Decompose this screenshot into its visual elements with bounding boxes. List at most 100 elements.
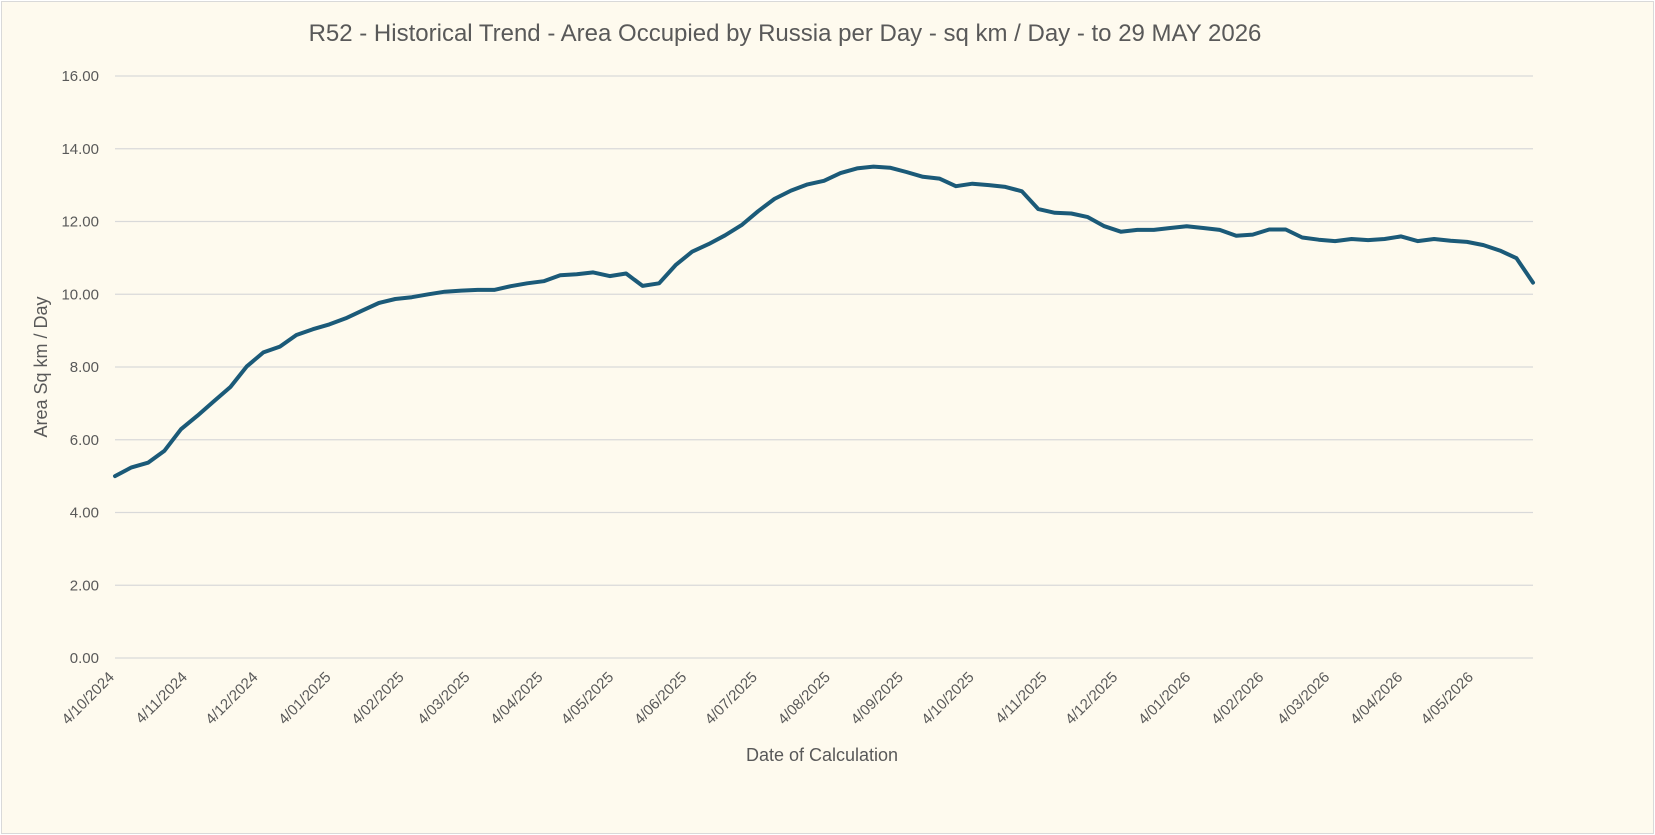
- data-point: [641, 284, 645, 288]
- y-tick-label: 8.00: [70, 359, 99, 376]
- data-point: [459, 289, 463, 293]
- data-point: [525, 281, 529, 285]
- data-point: [575, 272, 579, 276]
- data-point: [1003, 185, 1007, 189]
- data-point: [344, 316, 348, 320]
- series-layer: [113, 164, 1535, 479]
- data-point: [146, 461, 150, 465]
- x-tick-label: 4/02/2026: [1208, 669, 1267, 728]
- data-point: [855, 166, 859, 170]
- data-point: [657, 281, 661, 285]
- data-point: [1152, 228, 1156, 232]
- data-point: [806, 182, 810, 186]
- x-tick-label: 4/08/2025: [775, 669, 834, 728]
- data-point: [1168, 226, 1172, 230]
- x-axis-ticks: 4/10/2024 4/11/2024 4/12/2024 4/01/2025 4/02…: [59, 669, 1477, 728]
- x-tick-label: 4/04/2025: [487, 669, 546, 728]
- data-point: [1482, 243, 1486, 247]
- data-point: [624, 272, 628, 276]
- data-point: [707, 242, 711, 246]
- data-point: [1432, 237, 1436, 241]
- data-point: [1102, 224, 1106, 228]
- data-point: [1350, 237, 1354, 241]
- data-point: [294, 333, 298, 337]
- data-point: [904, 170, 908, 174]
- data-point: [1284, 228, 1288, 232]
- x-tick-label: 4/05/2026: [1418, 669, 1477, 728]
- data-point: [1020, 189, 1024, 193]
- data-point: [954, 184, 958, 188]
- data-point: [987, 183, 991, 187]
- x-tick-label: 4/01/2026: [1135, 669, 1194, 728]
- data-point: [327, 322, 331, 326]
- data-point: [393, 297, 397, 301]
- data-point: [195, 414, 199, 418]
- y-tick-label: 2.00: [70, 577, 99, 594]
- data-point: [1449, 239, 1453, 243]
- data-point: [674, 263, 678, 267]
- data-point: [1201, 226, 1205, 230]
- chart-title: R52 - Historical Trend - Area Occupied b…: [309, 20, 1262, 47]
- y-axis-title: Area Sq km / Day: [31, 296, 51, 437]
- data-point: [311, 327, 315, 331]
- x-tick-label: 4/10/2024: [59, 669, 118, 728]
- data-point: [1267, 228, 1271, 232]
- data-point: [608, 274, 612, 278]
- data-point: [360, 309, 364, 313]
- data-point: [1135, 228, 1139, 232]
- data-point: [591, 270, 595, 274]
- data-point: [723, 233, 727, 237]
- x-tick-label: 4/12/2024: [202, 669, 261, 728]
- x-tick-label: 4/01/2025: [275, 669, 334, 728]
- data-point: [261, 350, 265, 354]
- data-point: [740, 223, 744, 227]
- y-tick-label: 6.00: [70, 432, 99, 449]
- data-point: [1498, 249, 1502, 253]
- data-point: [1515, 256, 1519, 260]
- data-point: [1053, 211, 1057, 215]
- data-point: [113, 474, 117, 478]
- data-point: [558, 273, 562, 277]
- x-axis-title: Date of Calculation: [746, 745, 898, 765]
- x-tick-label: 4/05/2025: [558, 669, 617, 728]
- x-tick-label: 4/06/2025: [631, 669, 690, 728]
- x-tick-label: 4/10/2025: [918, 669, 977, 728]
- data-point: [921, 175, 925, 179]
- y-tick-label: 0.00: [70, 650, 99, 667]
- x-tick-label: 4/03/2025: [414, 669, 473, 728]
- data-point: [1119, 230, 1123, 234]
- y-tick-label: 4.00: [70, 505, 99, 522]
- data-point: [1416, 239, 1420, 243]
- data-point: [542, 279, 546, 283]
- data-point: [426, 292, 430, 296]
- data-point: [970, 182, 974, 186]
- data-point: [1086, 215, 1090, 219]
- x-tick-label: 4/04/2026: [1347, 669, 1406, 728]
- data-point: [1366, 238, 1370, 242]
- data-point: [245, 364, 249, 368]
- y-tick-label: 14.00: [61, 141, 99, 158]
- data-point: [476, 288, 480, 292]
- x-tick-label: 4/11/2025: [992, 669, 1050, 727]
- data-point: [1185, 224, 1189, 228]
- data-point: [1383, 237, 1387, 241]
- data-point: [937, 177, 941, 181]
- y-tick-label: 16.00: [61, 68, 99, 85]
- data-point: [179, 427, 183, 431]
- data-point: [1531, 281, 1535, 285]
- data-point: [839, 171, 843, 175]
- x-tick-label: 4/03/2026: [1274, 669, 1333, 728]
- x-tick-label: 4/11/2024: [132, 669, 190, 727]
- data-point: [228, 385, 232, 389]
- data-point: [1333, 239, 1337, 243]
- x-tick-label: 4/09/2025: [848, 669, 907, 728]
- data-point: [410, 295, 414, 299]
- x-tick-label: 4/12/2025: [1062, 669, 1121, 728]
- data-point: [872, 165, 876, 169]
- data-point: [773, 197, 777, 201]
- data-point: [1251, 233, 1255, 237]
- data-point: [1234, 234, 1238, 238]
- data-point: [1300, 236, 1304, 240]
- data-point: [130, 465, 134, 469]
